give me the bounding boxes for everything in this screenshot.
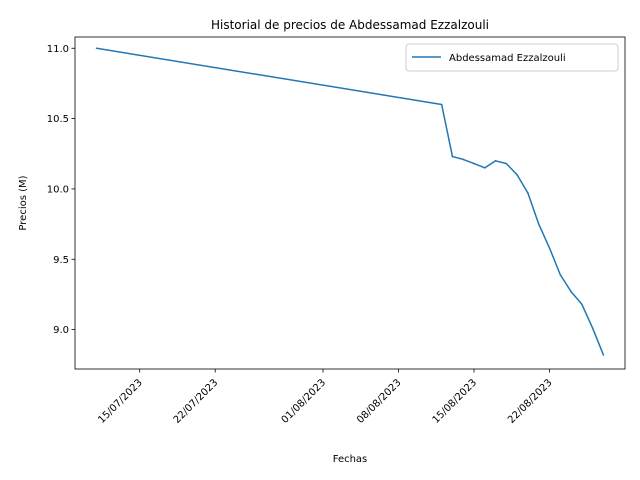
chart-title: Historial de precios de Abdessamad Ezzal… bbox=[211, 18, 489, 32]
data-point bbox=[570, 290, 572, 293]
y-tick-label: 10.5 bbox=[47, 114, 69, 125]
y-tick-label: 9.5 bbox=[53, 255, 69, 266]
data-point bbox=[581, 303, 583, 306]
data-point bbox=[602, 354, 605, 356]
y-axis: 9.0 9.5 10.0 10.5 11.0 bbox=[47, 44, 75, 336]
x-axis-label: Fechas bbox=[333, 454, 368, 465]
data-point bbox=[505, 162, 508, 165]
data-point bbox=[451, 155, 454, 158]
data-point bbox=[440, 103, 443, 106]
legend: Abdessamad Ezzalzouli bbox=[405, 43, 619, 72]
series-layer bbox=[95, 47, 605, 356]
legend-label: Abdessamad Ezzalzouli bbox=[449, 53, 566, 64]
data-point bbox=[462, 158, 465, 161]
y-tick-label: 9.0 bbox=[53, 325, 69, 336]
axes-frame bbox=[74, 36, 626, 370]
y-tick-label: 11.0 bbox=[47, 44, 69, 55]
data-point bbox=[559, 273, 562, 276]
data-point bbox=[516, 174, 518, 176]
data-point bbox=[473, 162, 475, 165]
y-tick-label: 10.0 bbox=[47, 184, 69, 195]
plot-area bbox=[74, 36, 626, 370]
data-point bbox=[484, 167, 486, 169]
data-point bbox=[591, 327, 594, 330]
data-point bbox=[537, 223, 540, 225]
data-point bbox=[95, 47, 98, 50]
y-axis-label: Precios (M) bbox=[18, 175, 29, 230]
data-point bbox=[494, 159, 497, 162]
data-point bbox=[527, 192, 529, 194]
legend-box bbox=[405, 43, 619, 72]
data-point bbox=[548, 247, 551, 249]
